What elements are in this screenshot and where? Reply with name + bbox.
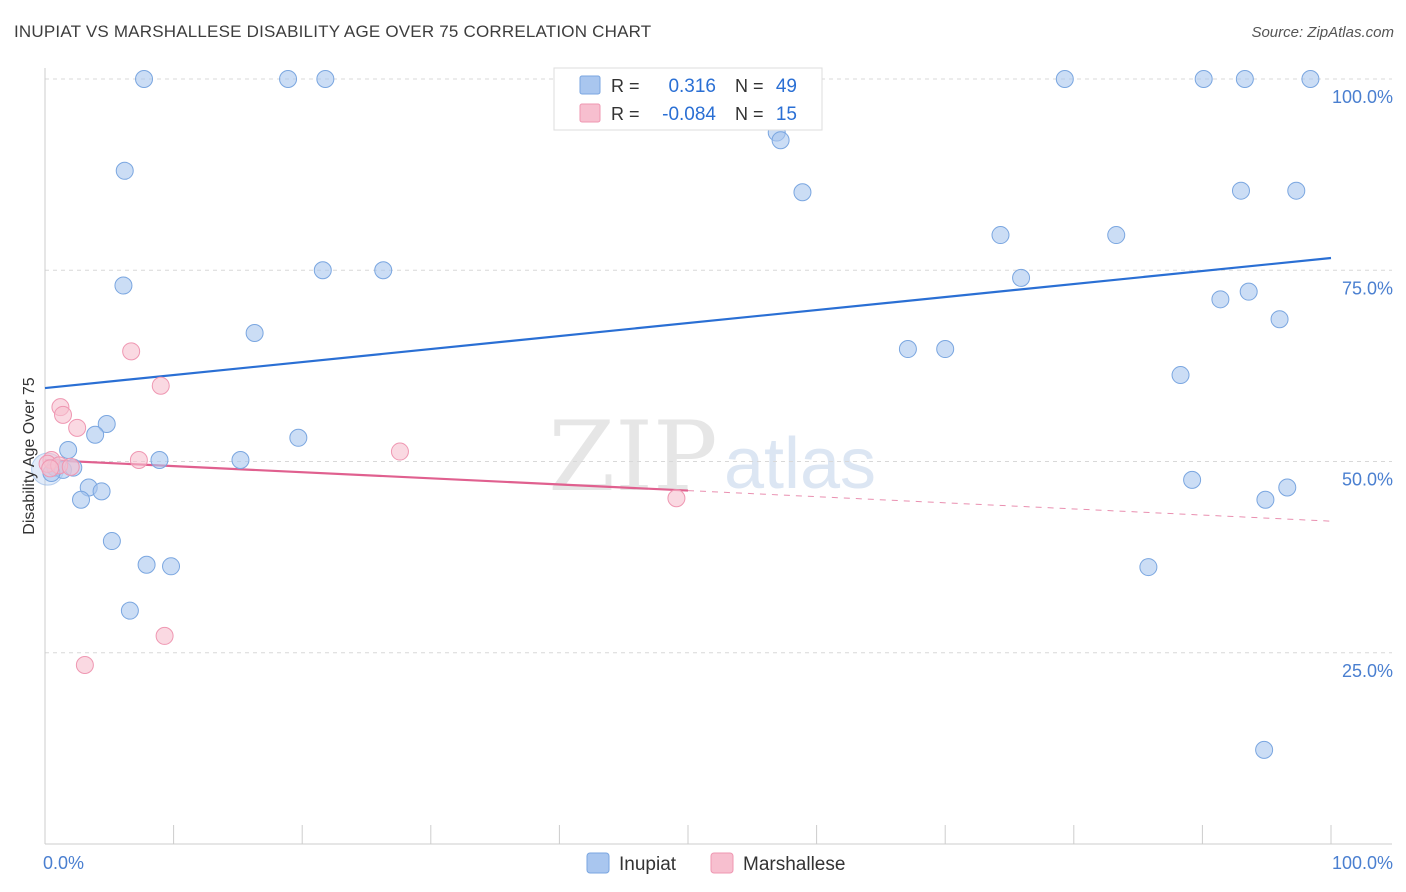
y-axis-label: Disability Age Over 75 [21,377,38,535]
inupiat-point [120,601,139,620]
chart-title: INUPIAT VS MARSHALLESE DISABILITY AGE OV… [14,22,652,41]
inupiat-point [231,450,250,469]
watermark-atlas: atlas [724,424,876,504]
y-tick-label: 75.0% [1342,278,1393,298]
marshallese-n-value: 15 [776,104,797,125]
marshallese-point [75,655,94,674]
legend-marshallese-swatch [710,852,734,874]
inupiat-point [150,450,169,469]
inupiat-point [115,161,134,180]
marshallese-point [54,405,73,424]
x-tick-label: 100.0% [1332,853,1393,873]
legend-inupiat-label: Inupiat [619,854,677,875]
inupiat-point [1211,290,1230,309]
inupiat-point [316,70,335,88]
inupiat-point [92,482,111,501]
inupiat-point [162,557,181,576]
inupiat-swatch [579,75,601,95]
marshallese-point [129,450,148,469]
inupiat-n-label: N = [735,76,764,96]
inupiat-point [1255,740,1274,759]
inupiat-point [374,261,393,280]
inupiat-point [1278,478,1297,497]
marshallese-point [390,442,409,461]
inupiat-point [289,428,308,447]
marshallese-swatch [579,103,601,123]
inupiat-point [898,340,917,359]
inupiat-point [114,276,133,295]
inupiat-n-value: 49 [776,76,797,97]
inupiat-point [991,226,1010,245]
legend-inupiat-swatch [586,852,610,874]
inupiat-point [1256,490,1275,509]
marshallese-point [667,489,686,508]
y-tick-label: 50.0% [1342,470,1393,490]
marshallese-point [155,626,174,645]
inupiat-point [59,441,78,460]
series-legend: Inupiat Marshallese [586,852,845,875]
inupiat-r-label: R = [611,76,640,96]
inupiat-point [1055,70,1074,88]
inupiat-point [1270,310,1289,329]
marshallese-point [41,459,60,478]
inupiat-point [1107,226,1126,245]
inupiat-point [1231,181,1250,200]
marshallese-point [61,457,80,476]
stats-legend: R = 0.316 N = 49 R = -0.084 N = 15 [553,67,823,131]
marshallese-n-label: N = [735,104,764,124]
watermark-zip: ZIP [548,401,717,513]
inupiat-point [1183,470,1202,489]
marshallese-r-value: -0.084 [662,104,716,125]
marshallese-r-label: R = [611,104,640,124]
inupiat-point [1012,268,1031,287]
legend-marshallese-label: Marshallese [743,854,845,875]
inupiat-point [1194,70,1213,88]
inupiat-point [1239,282,1258,301]
y-tick-label: 100.0% [1332,87,1393,107]
inupiat-point [245,323,264,342]
y-tick-label: 25.0% [1342,661,1393,681]
inupiat-point [793,183,812,202]
inupiat-point [135,70,154,88]
inupiat-point [1171,366,1190,385]
marshallese-point [151,376,170,395]
inupiat-point [1287,181,1306,200]
inupiat-point [97,415,116,434]
inupiat-point [936,340,955,359]
inupiat-point [102,532,121,551]
marshallese-point [68,418,87,437]
inupiat-point [72,490,91,509]
inupiat-point [1301,70,1320,88]
inupiat-point [771,131,790,150]
inupiat-trend-line [44,256,1332,390]
inupiat-point [86,425,105,444]
inupiat-point [279,70,298,88]
inupiat-point [1235,70,1254,88]
inupiat-point [137,555,156,574]
x-tick-label: 0.0% [43,853,84,873]
watermark: ZIP atlas [548,401,876,513]
marshallese-point [122,342,141,361]
inupiat-r-value: 0.316 [668,76,716,97]
marshallese-trend-extension [687,490,1332,522]
inupiat-point [1139,558,1158,577]
source-label: Source: ZipAtlas.com [1251,24,1394,41]
inupiat-point [313,261,332,280]
